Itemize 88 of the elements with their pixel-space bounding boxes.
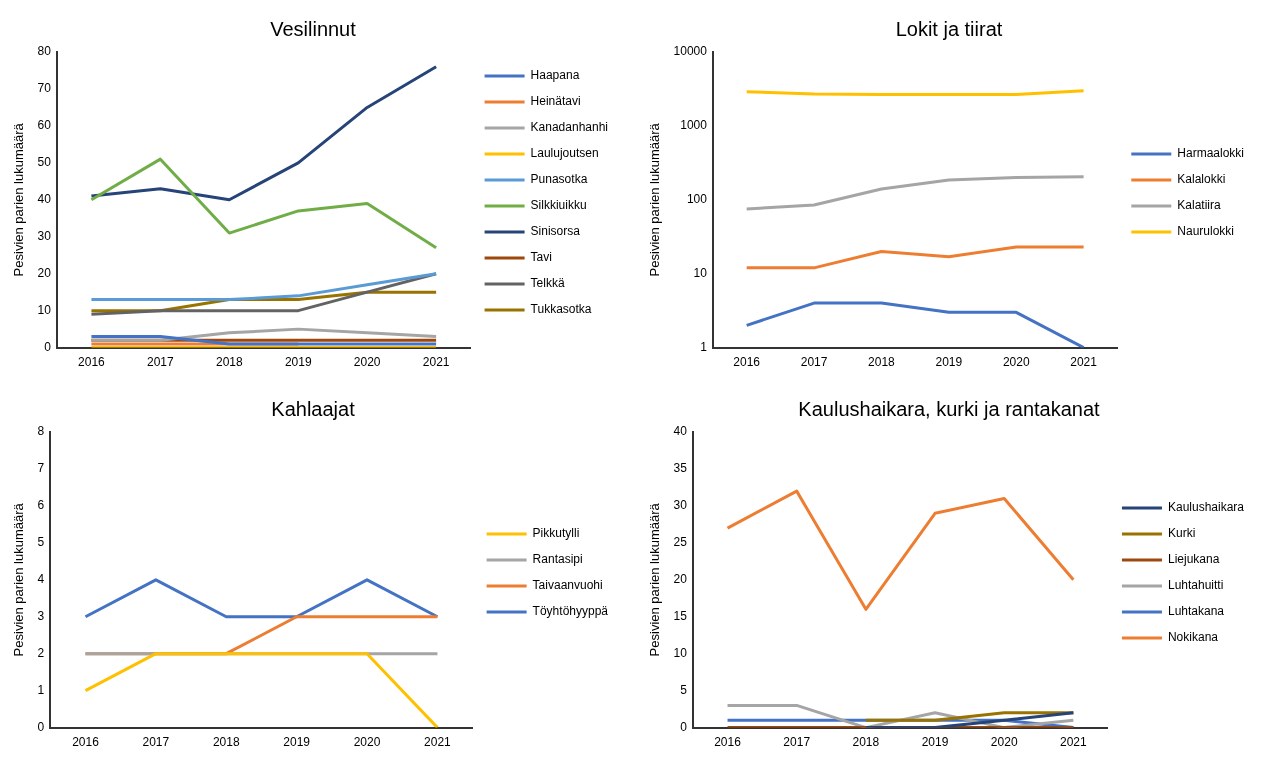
x-tick-label: 2021: [424, 735, 452, 750]
y-tick-label: 30: [673, 498, 688, 513]
x-tick-label: 2020: [1002, 355, 1030, 370]
legend-label: Sinisorsa: [530, 224, 581, 239]
y-axis-title: Pesivien parien lukumäärä: [11, 122, 27, 277]
legend-label: Haapana: [530, 68, 580, 83]
x-tick-label: 2017: [800, 355, 828, 370]
x-tick-label: 2019: [284, 355, 312, 370]
y-tick-label: 1: [700, 339, 708, 354]
x-tick-label: 2020: [353, 355, 381, 370]
legend-label: Kalalokki: [1177, 172, 1226, 187]
y-tick-label: 20: [37, 266, 52, 281]
legend-label: Luhtakana: [1167, 604, 1225, 619]
x-tick-label: 2017: [147, 355, 175, 370]
y-tick-label: 7: [37, 461, 45, 476]
y-tick-label: 80: [37, 44, 52, 59]
x-tick-label: 2016: [78, 355, 106, 370]
y-tick-label: 35: [673, 461, 688, 476]
legend-label: Kaulushaikara: [1167, 500, 1245, 515]
legend-label: Punasotka: [530, 172, 588, 187]
legend-label: Luhtahuitti: [1167, 578, 1224, 593]
y-tick-label: 10: [673, 646, 688, 661]
y-tick-label: 2: [37, 646, 45, 661]
legend-label: Tavi: [530, 250, 552, 265]
y-tick-label: 1: [37, 682, 45, 697]
x-tick-label: 2017: [142, 735, 170, 750]
y-tick-label: 0: [44, 339, 52, 354]
legend-label: Töyhtöhyyppä: [532, 604, 609, 619]
y-tick-label: 10: [693, 266, 708, 281]
x-tick-label: 2016: [714, 735, 742, 750]
y-tick-label: 5: [680, 682, 688, 697]
y-tick-label: 60: [37, 118, 52, 133]
y-tick-label: 8: [37, 424, 45, 439]
legend-label: Kanadanhanhi: [530, 120, 609, 135]
legend-label: Rantasipi: [532, 552, 583, 567]
legend-label: Harmaalokki: [1177, 146, 1244, 161]
legend-label: Nokikana: [1167, 630, 1219, 645]
y-axis-title: Pesivien parien lukumäärä: [647, 122, 663, 277]
legend-label: Telkkä: [530, 276, 565, 291]
legend-label: Silkkiuikku: [530, 198, 587, 213]
y-tick-label: 70: [37, 81, 52, 96]
legend-label: Heinätavi: [530, 94, 581, 109]
y-tick-label: 30: [37, 229, 52, 244]
x-tick-label: 2019: [935, 355, 963, 370]
legend-label: Liejukana: [1167, 552, 1220, 567]
x-tick-label: 2018: [868, 355, 896, 370]
x-tick-label: 2016: [72, 735, 100, 750]
y-tick-label: 0: [37, 719, 45, 734]
y-tick-label: 5: [37, 535, 45, 550]
y-tick-label: 1000: [680, 118, 708, 133]
x-tick-label: 2018: [852, 735, 880, 750]
y-tick-label: 25: [673, 535, 688, 550]
legend-label: Kurki: [1167, 526, 1196, 541]
x-tick-label: 2021: [1060, 735, 1088, 750]
legend-label: Kalatiira: [1177, 198, 1221, 213]
legend-label: Naurulokki: [1177, 224, 1235, 239]
y-tick-label: 6: [37, 498, 45, 513]
y-tick-label: 0: [680, 719, 688, 734]
y-tick-label: 4: [37, 572, 45, 587]
legend-label: Tukkasotka: [530, 302, 592, 317]
y-axis-title: Pesivien parien lukumäärä: [647, 502, 663, 657]
chart-title: Kahlaajat: [271, 397, 356, 420]
y-tick-label: 20: [673, 572, 688, 587]
x-tick-label: 2018: [212, 735, 240, 750]
y-tick-label: 50: [37, 155, 52, 170]
chart-title: Lokit ja tiirat: [895, 17, 1003, 40]
y-tick-label: 10: [37, 302, 52, 317]
legend-label: Pikkutylli: [532, 526, 580, 541]
x-tick-label: 2016: [733, 355, 761, 370]
y-tick-label: 100: [686, 192, 708, 207]
legend-label: Taivaanvuohi: [532, 578, 603, 593]
y-tick-label: 10000: [673, 44, 708, 59]
x-tick-label: 2021: [422, 355, 450, 370]
x-tick-label: 2019: [921, 735, 949, 750]
y-tick-label: 15: [673, 609, 688, 624]
y-tick-label: 3: [37, 609, 45, 624]
x-tick-label: 2020: [353, 735, 381, 750]
y-tick-label: 40: [673, 424, 688, 439]
x-tick-label: 2017: [783, 735, 811, 750]
x-tick-label: 2018: [215, 355, 243, 370]
legend-label: Laulujoutsen: [530, 146, 599, 161]
x-tick-label: 2021: [1070, 355, 1098, 370]
x-tick-label: 2020: [990, 735, 1018, 750]
x-tick-label: 2019: [283, 735, 311, 750]
chart-title: Vesilinnut: [270, 17, 357, 40]
y-tick-label: 40: [37, 192, 52, 207]
y-axis-title: Pesivien parien lukumäärä: [11, 502, 27, 657]
chart-title: Kaulushaikara, kurki ja rantakanat: [798, 397, 1101, 420]
